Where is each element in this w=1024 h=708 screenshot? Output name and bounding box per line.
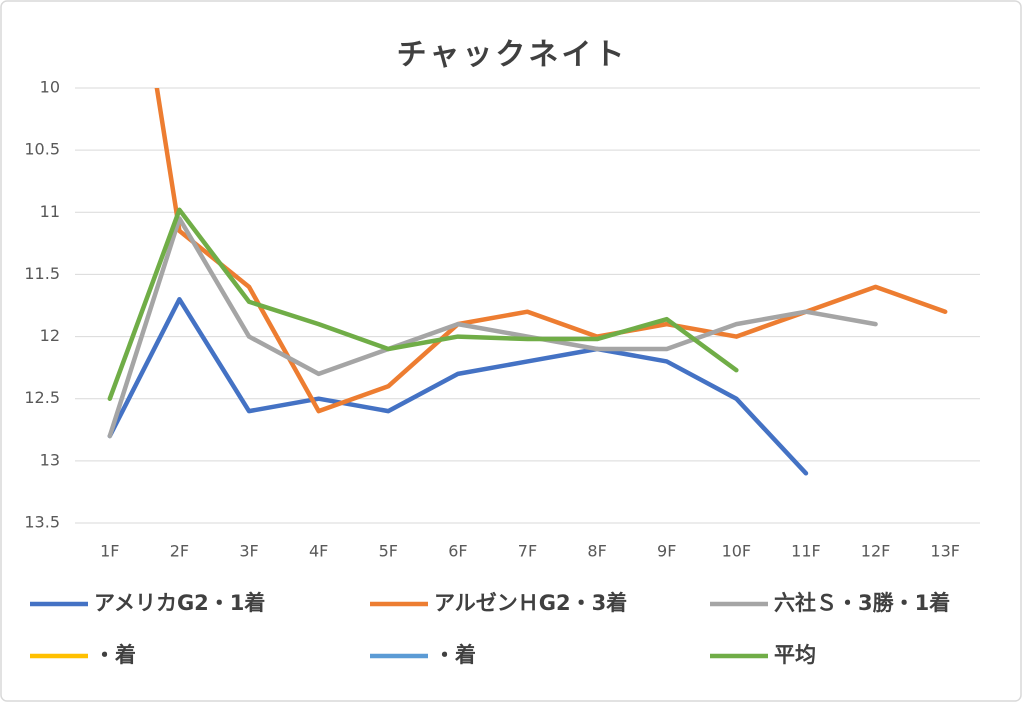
y-tick-label: 11 [40, 202, 60, 221]
legend-label: 平均 [774, 643, 816, 667]
series-line [107, 216, 878, 439]
x-tick-label: 13F [930, 542, 960, 561]
x-tick-label: 11F [791, 542, 821, 561]
y-tick-label: 10.5 [24, 140, 60, 159]
legend-label: 六社Ｓ・3勝・1着 [774, 591, 950, 615]
x-tick-label: 9F [657, 542, 676, 561]
legend-label: アメリカG2・1着 [94, 591, 265, 615]
y-tick-label: 13 [40, 450, 60, 469]
legend-label: アルゼンＨG2・3着 [434, 591, 627, 615]
y-tick-label: 12.5 [24, 388, 60, 407]
y-tick-label: 12 [40, 326, 60, 345]
x-tick-label: 7F [518, 542, 537, 561]
x-tick-label: 12F [861, 542, 891, 561]
x-tick-label: 6F [448, 542, 467, 561]
y-tick-label: 10 [40, 78, 60, 97]
legend-label: ・着 [434, 643, 476, 667]
series-line [107, 207, 739, 401]
x-tick-label: 2F [170, 542, 189, 561]
series-line [107, 297, 809, 476]
x-tick-label: 4F [309, 542, 328, 561]
x-tick-label: 5F [379, 542, 398, 561]
legend-label: ・着 [94, 643, 136, 667]
chart-title: チャックネイト [397, 38, 628, 73]
x-tick-label: 10F [722, 542, 752, 561]
plot [107, 88, 948, 476]
x-tick-label: 3F [239, 542, 258, 561]
x-tick-label: 8F [587, 542, 606, 561]
y-tick-label: 11.5 [24, 264, 60, 283]
x-tick-label: 1F [100, 542, 119, 561]
y-tick-label: 13.5 [24, 513, 60, 532]
